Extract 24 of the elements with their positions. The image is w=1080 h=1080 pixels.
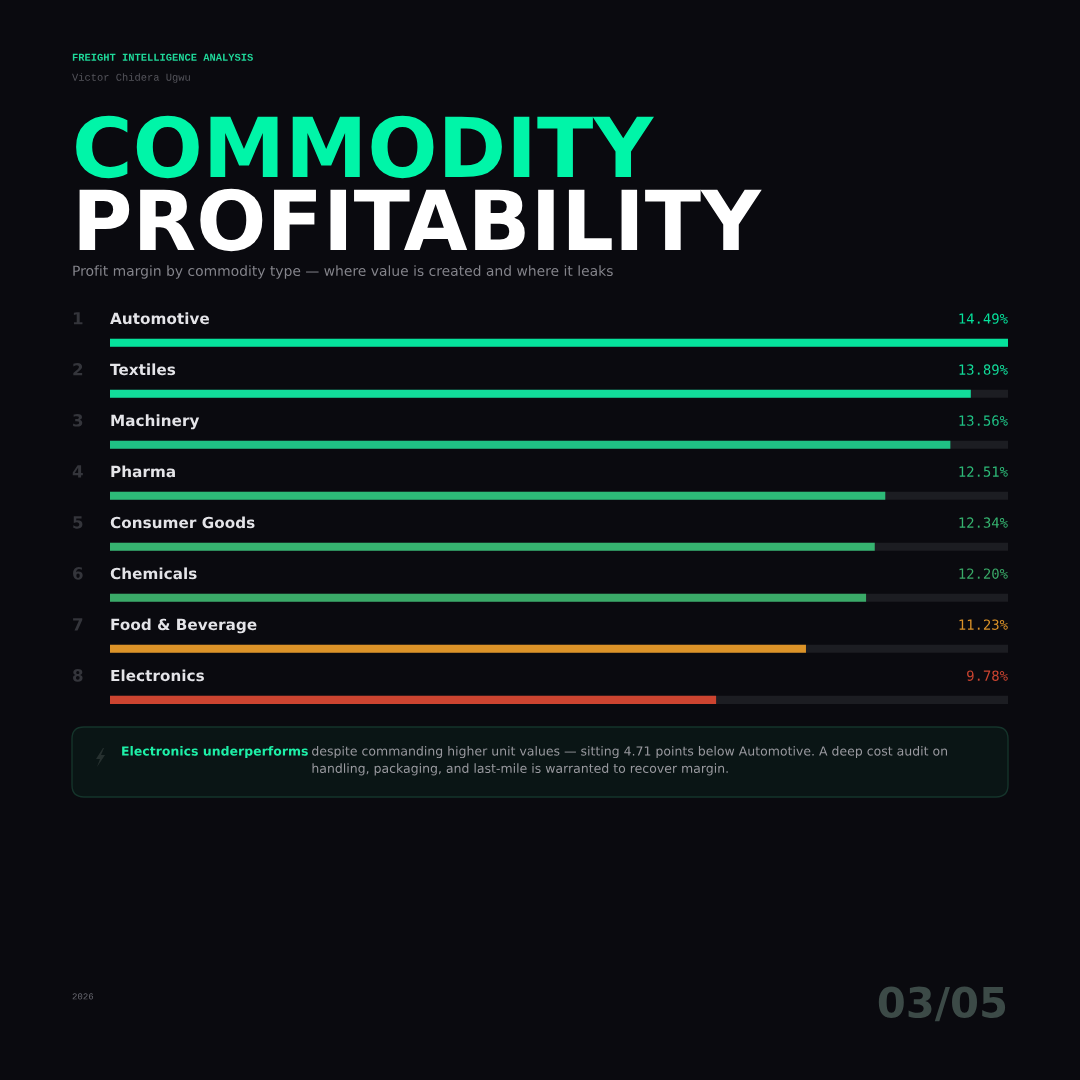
text: Victor Chidera Ugwu <box>72 73 190 83</box>
text: 03/05 <box>878 986 1006 1022</box>
data-label: 13.56% <box>959 415 1008 426</box>
y-tick-label: Electronics <box>111 669 204 682</box>
chart-subtitle: Profit margin by commodity type — where value is created and where it leaks <box>73 265 613 279</box>
data-label: 14.49% <box>959 313 1008 324</box>
data-label: 9.78% <box>967 670 1008 681</box>
y-tick-label: Chemicals <box>110 567 197 580</box>
y-tick-label: Pharma <box>111 465 175 478</box>
y-tick-label: Machinery <box>111 414 200 430</box>
y-tick-label: Automotive <box>110 312 210 325</box>
y-tick-label: Consumer Goods <box>110 516 255 529</box>
data-label: 12.20% <box>959 568 1008 579</box>
text: FREIGHT INTELLIGENCE ANALYSIS <box>72 53 253 61</box>
data-label: 12.51% <box>959 466 1008 477</box>
data-label: 11.23% <box>959 619 1008 630</box>
text: despite commanding higher unit values — sitting 4.71 points below Automotive. A deep cost audit on handling, packaging, and last-mile is warranted to recover margin. <box>312 746 948 776</box>
chart-title: COMMODITY PROFITABILITY <box>76 115 762 252</box>
text: 2026 <box>72 993 94 1000</box>
y-tick-label: Food & Beverage <box>111 618 257 634</box>
text: Electronics underperforms <box>122 746 308 759</box>
data-label: 13.89% <box>959 364 1008 375</box>
data-label: 12.34% <box>959 517 1008 528</box>
y-tick-label: Textiles <box>110 363 176 376</box>
